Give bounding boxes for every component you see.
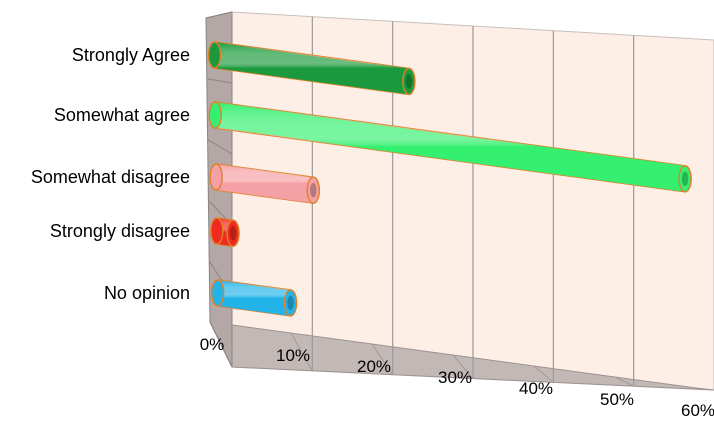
bar	[210, 279, 298, 317]
x-tick-label: 40%	[519, 379, 553, 398]
bar-start-cap	[208, 101, 222, 129]
bar-end-cap-shade	[405, 74, 413, 89]
category-label: No opinion	[104, 283, 190, 303]
bar	[208, 101, 692, 193]
gridline-floor	[533, 365, 554, 383]
category-separator	[205, 11, 233, 19]
bar	[209, 163, 320, 204]
gridline-floor	[371, 343, 394, 375]
bar-end-cap-shade	[681, 171, 689, 186]
bar-end-cap-shade	[309, 183, 317, 198]
category-label: Strongly Agree	[72, 45, 190, 65]
gridline-floor	[290, 332, 313, 372]
bar-shading	[214, 42, 415, 95]
x-tick-label: 20%	[357, 357, 391, 376]
x-tick-label: 10%	[276, 346, 310, 365]
x-tick-label: 50%	[600, 390, 634, 409]
gridline-floor	[452, 354, 474, 379]
category-label: Somewhat disagree	[31, 167, 190, 187]
bar-shading	[215, 102, 692, 192]
category-label: Strongly disagree	[50, 221, 190, 241]
category-separator	[207, 139, 233, 155]
bar-start-cap	[207, 41, 222, 69]
category-separator	[206, 78, 233, 84]
x-tick-label: 60%	[681, 401, 714, 420]
x-tick-label: 30%	[438, 368, 472, 387]
bar-end-cap-shade	[229, 226, 237, 241]
bar-end-cap	[402, 67, 416, 96]
bars	[207, 41, 692, 317]
bar-end-cap-shade	[287, 295, 294, 311]
bar	[207, 41, 416, 96]
bar-end-cap	[226, 219, 240, 247]
bar-start-cap	[209, 163, 223, 191]
bar-end-cap	[283, 289, 298, 317]
bar-start-cap	[210, 217, 224, 245]
category-separator	[209, 321, 233, 368]
bar-shading	[216, 164, 320, 204]
labels: Strongly Agree Somewhat agree Somewhat dis…	[31, 45, 714, 420]
gridline-floor	[614, 376, 634, 387]
bar-end-cap	[678, 165, 692, 193]
bar-end-cap	[306, 176, 320, 204]
bar-start-cap	[210, 279, 225, 307]
x-tick-label: 0%	[200, 335, 225, 354]
bar	[210, 217, 240, 247]
bar-shading	[217, 280, 297, 316]
category-label: Somewhat agree	[54, 105, 190, 125]
